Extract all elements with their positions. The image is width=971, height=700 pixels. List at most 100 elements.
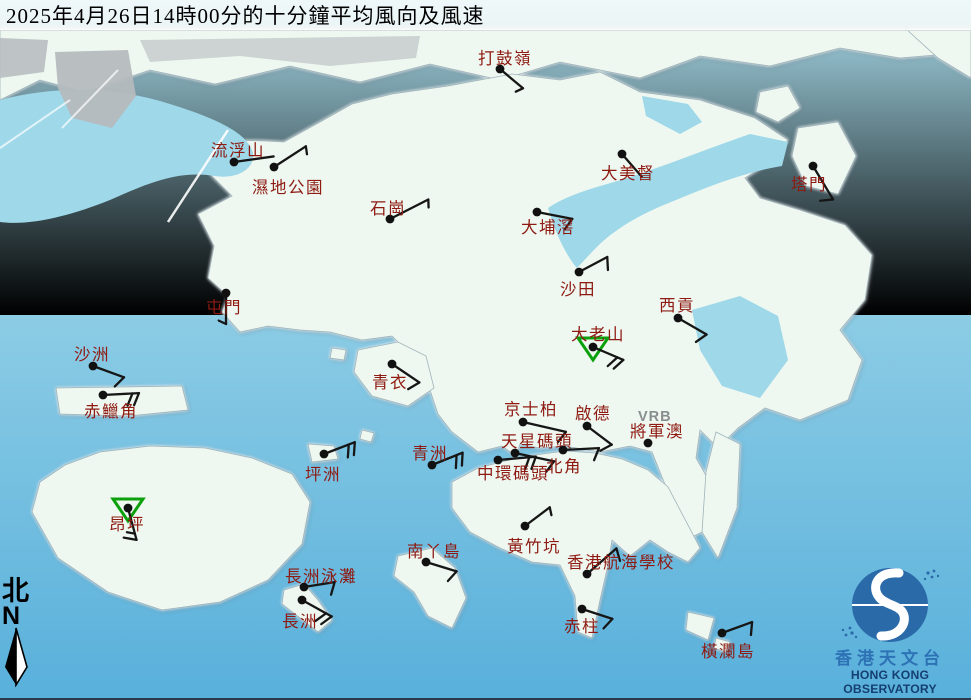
station-name-label: 將軍澳 <box>630 422 684 441</box>
station-dot <box>518 417 528 427</box>
land-waglan <box>713 637 731 653</box>
wind-barb-full <box>606 255 610 272</box>
station-hk-sea-school: 香港航海學校 <box>567 547 675 579</box>
station-lamma-island: 南丫島 <box>407 542 460 583</box>
wind-shaft <box>388 198 430 221</box>
wind-barb-full <box>615 547 622 563</box>
station-cheung-chau-beach: 長洲泳灘 <box>285 567 357 596</box>
north-compass: 北 N <box>2 576 36 692</box>
station-name-label: 赤鱲角 <box>84 402 138 421</box>
station-name-label: 沙田 <box>560 280 596 299</box>
station-dot <box>269 162 279 172</box>
vrb-wind-label: VRB <box>638 409 672 425</box>
wind-barb-half <box>125 531 137 535</box>
wind-barb-full <box>606 356 619 368</box>
logo-chinese-name: 香港天文台 <box>835 649 945 669</box>
wind-barb-half <box>548 506 553 517</box>
station-dot <box>299 582 309 592</box>
station-ta-kwu-ling: 打鼓嶺 <box>478 49 532 93</box>
station-name-label: 長洲泳灘 <box>285 567 357 586</box>
station-dot <box>123 503 133 513</box>
wind-barb-full <box>329 581 336 596</box>
station-wetland-park: 濕地公園 <box>252 145 323 197</box>
station-sai-kung: 西貢 <box>659 296 708 344</box>
hko-logo-icon <box>841 568 940 642</box>
station-tap-mun: 塔門 <box>791 161 835 202</box>
station-name-label: 香港航海學校 <box>567 553 675 572</box>
wind-shaft <box>424 560 458 573</box>
station-lau-fau-shan: 流浮山 <box>211 141 275 167</box>
station-cheung-chau: 長洲 <box>282 595 333 631</box>
wind-barb-full <box>602 617 614 630</box>
station-sha-chau: 沙洲 <box>74 345 126 388</box>
station-name-label: 天星碼頭 <box>501 432 573 451</box>
land-airport-platform <box>55 385 189 417</box>
station-name-label: 京士柏 <box>504 400 558 419</box>
land-hong-kong-island <box>451 450 701 639</box>
wind-shaft <box>232 155 275 164</box>
land-po-toi <box>685 611 715 641</box>
water-starling-inlet <box>642 96 702 134</box>
station-dot <box>643 438 653 448</box>
station-name-label: 屯門 <box>206 298 242 317</box>
station-name-label: 流浮山 <box>211 141 265 160</box>
wind-barb-full <box>556 430 568 444</box>
wind-barb-half <box>514 87 525 93</box>
wind-shaft <box>91 364 126 379</box>
inner-waters <box>0 89 788 398</box>
station-kai-tak: 啟德 <box>575 404 613 452</box>
station-dot <box>427 460 437 470</box>
wind-shaft <box>523 506 551 528</box>
wind-barb-full <box>314 612 328 623</box>
wind-shaft <box>390 362 421 384</box>
water-port-shelter <box>692 296 788 398</box>
north-chinese-label: 北 <box>2 576 29 607</box>
station-name-label: 青衣 <box>372 373 408 392</box>
wind-barb-full <box>612 358 625 370</box>
station-north-point: 北角 <box>546 445 601 476</box>
station-dot <box>582 569 592 579</box>
wind-shaft <box>580 607 614 621</box>
station-dot <box>577 604 587 614</box>
station-dot <box>574 267 584 277</box>
station-peng-chau: 坪洲 <box>305 441 356 484</box>
station-tsing-yi: 青衣 <box>372 359 421 392</box>
station-name-label: 北角 <box>546 457 582 476</box>
wind-barb-full <box>407 381 421 391</box>
station-dot <box>520 521 530 531</box>
land-kau-yi-chau <box>359 429 375 443</box>
shenzhen-bay-bridge <box>166 129 230 223</box>
station-dot <box>673 313 683 323</box>
wind-barb-half <box>217 319 228 326</box>
station-ngong-ping: 昂坪 <box>109 497 146 542</box>
wind-barb-full <box>126 392 134 407</box>
wind-shaft <box>561 446 601 452</box>
station-dot <box>221 288 231 298</box>
station-dot <box>510 448 520 458</box>
wind-barb-full <box>132 391 141 407</box>
wind-shaft <box>585 424 613 446</box>
station-name-label: 大老山 <box>571 325 625 344</box>
land-lantau-island <box>31 445 311 611</box>
station-dot <box>617 149 627 159</box>
station-tai-mei-tuk: 大美督 <box>601 149 654 183</box>
station-shek-kong: 石崗 <box>370 198 430 224</box>
station-dot <box>319 449 329 459</box>
station-green-island: 青洲 <box>412 444 464 470</box>
station-name-label: 赤柱 <box>564 617 600 636</box>
gust-triangle-icon <box>110 497 146 524</box>
station-wong-chuk-hang: 黃竹坑 <box>507 506 560 556</box>
station-central-pier: 中環碼頭 <box>477 455 548 483</box>
station-chek-lap-kok: 赤鱲角 <box>84 390 141 421</box>
wind-barb-full <box>523 456 531 471</box>
wind-barb-full <box>599 443 613 452</box>
land-tsing-yi-island <box>353 341 435 407</box>
station-name-label: 打鼓嶺 <box>478 49 532 68</box>
station-name-label: 沙洲 <box>74 345 110 364</box>
station-dot <box>588 342 598 352</box>
wind-shaft <box>498 67 525 90</box>
station-dot <box>532 207 542 217</box>
wind-barb-full <box>460 451 464 467</box>
station-name-label: 長洲 <box>282 612 318 631</box>
